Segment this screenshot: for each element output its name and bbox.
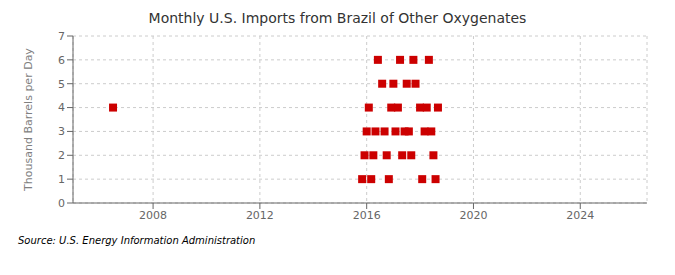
svg-text:2016: 2016 xyxy=(353,209,381,222)
svg-text:1: 1 xyxy=(58,173,65,186)
svg-text:4: 4 xyxy=(58,101,65,114)
svg-text:2008: 2008 xyxy=(139,209,167,222)
svg-text:2020: 2020 xyxy=(459,209,487,222)
svg-text:2012: 2012 xyxy=(246,209,274,222)
svg-text:7: 7 xyxy=(58,30,65,43)
svg-text:2024: 2024 xyxy=(566,209,594,222)
svg-text:5: 5 xyxy=(58,78,65,91)
svg-text:3: 3 xyxy=(58,125,65,138)
html-text:Monthly U.S. Imports from Braz: Monthly U.S. Imports from Brazil of Othe… xyxy=(148,10,527,26)
svg-text:Thousand Barrels per Day: Thousand Barrels per Day xyxy=(22,48,35,192)
html-text:Source: U.S. Energy Informatio: Source: U.S. Energy Information Administ… xyxy=(18,235,256,246)
svg-text:0: 0 xyxy=(58,197,65,210)
svg-text:2: 2 xyxy=(58,149,65,162)
svg-text:6: 6 xyxy=(58,54,65,67)
